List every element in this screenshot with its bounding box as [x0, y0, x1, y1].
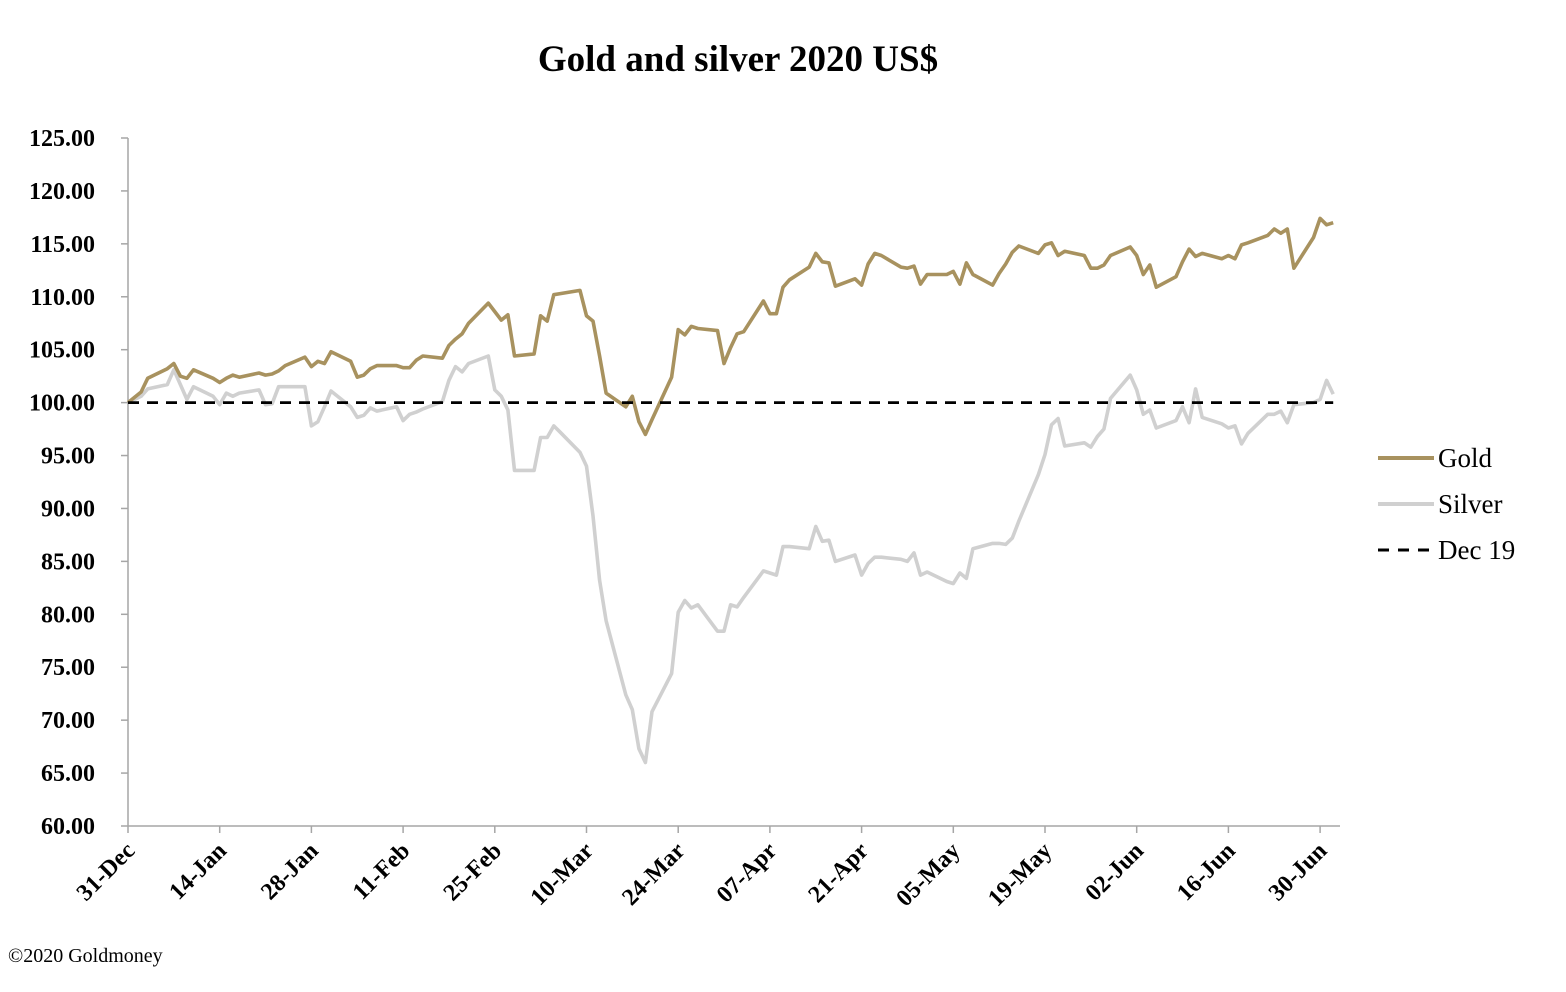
legend-label-silver: Silver: [1438, 489, 1503, 519]
chart-title: Gold and silver 2020 US$: [537, 39, 939, 80]
x-tick-label: 14-Jan: [165, 838, 232, 905]
y-tick-label: 85.00: [41, 549, 95, 575]
y-tick-label: 115.00: [30, 232, 95, 258]
y-tick-label: 110.00: [30, 285, 95, 311]
legend: Gold Silver Dec 19: [1378, 443, 1515, 565]
x-tick-label: 19-May: [983, 838, 1057, 912]
series-line-silver: [127, 354, 1335, 765]
x-tick-label: 02-Jun: [1081, 838, 1149, 906]
legend-label-dec-19: Dec 19: [1438, 535, 1515, 565]
legend-label-gold: Gold: [1438, 443, 1493, 473]
y-tick-label: 100.00: [29, 391, 95, 417]
y-tick-label: 120.00: [29, 179, 95, 205]
y-tick-label: 65.00: [41, 761, 95, 787]
y-tick-label: 105.00: [29, 338, 95, 364]
y-tick-label: 125.00: [29, 126, 95, 152]
y-tick-label: 90.00: [41, 496, 95, 522]
x-tick-label: 24-Mar: [617, 838, 690, 911]
y-tick-label: 60.00: [41, 814, 95, 840]
y-tick-label: 75.00: [41, 655, 95, 681]
x-tick-label: 28-Jan: [256, 838, 323, 905]
y-tick-label: 95.00: [41, 444, 95, 470]
x-tick-label: 05-May: [892, 838, 966, 912]
x-tick-label: 10-Mar: [526, 838, 599, 911]
x-tick-label: 31-Dec: [72, 838, 141, 907]
x-tick-label: 30-Jun: [1264, 838, 1332, 906]
x-tick-label: 11-Feb: [348, 838, 415, 905]
x-tick-label: 07-Apr: [712, 838, 782, 908]
copyright-text: ©2020 Goldmoney: [8, 945, 163, 967]
x-tick-label: 16-Jun: [1172, 838, 1240, 906]
axes: 125.00 120.00 115.00 110.00 105.00 100.00 95.0…: [29, 126, 1340, 912]
series-line-gold: [126, 216, 1334, 437]
y-tick-label: 80.00: [41, 602, 95, 628]
y-tick-label: 70.00: [41, 708, 95, 734]
x-tick-label: 21-Apr: [804, 838, 874, 908]
x-tick-label: 25-Feb: [439, 838, 507, 906]
series-layer: [126, 216, 1335, 765]
